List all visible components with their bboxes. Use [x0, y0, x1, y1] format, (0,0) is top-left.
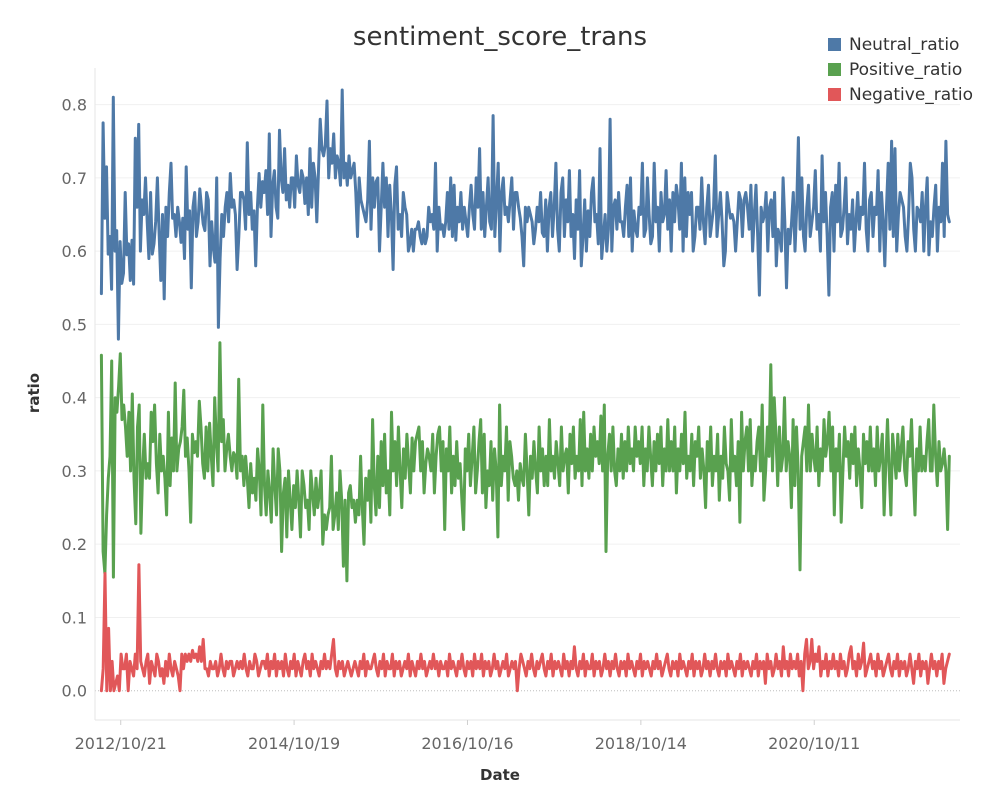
y-tick-label: 0.3 — [62, 462, 87, 481]
chart-title: sentiment_score_trans — [352, 22, 648, 52]
y-tick-label: 0.2 — [62, 535, 87, 554]
x-axis-title: Date — [480, 766, 520, 784]
y-tick-label: 0.8 — [62, 96, 87, 115]
legend-swatch-positive — [828, 63, 841, 76]
y-tick-label: 0.4 — [62, 389, 87, 408]
legend-item-positive[interactable]: Positive_ratio — [828, 57, 973, 82]
x-tick-label: 2016/10/16 — [421, 734, 513, 753]
legend-label-negative: Negative_ratio — [849, 84, 973, 105]
legend-swatch-neutral — [828, 38, 841, 51]
y-tick-label: 0.0 — [62, 682, 87, 701]
legend-item-negative[interactable]: Negative_ratio — [828, 82, 973, 107]
x-tick-label: 2012/10/21 — [75, 734, 167, 753]
legend-label-positive: Positive_ratio — [849, 59, 963, 80]
y-tick-label: 0.5 — [62, 315, 87, 334]
y-tick-label: 0.7 — [62, 169, 87, 188]
y-tick-label: 0.1 — [62, 608, 87, 627]
y-axis-title: ratio — [25, 372, 43, 414]
legend-swatch-negative — [828, 88, 841, 101]
legend-item-neutral[interactable]: Neutral_ratio — [828, 32, 973, 57]
legend: Neutral_ratio Positive_ratio Negative_ra… — [828, 32, 973, 107]
series-layer — [99, 88, 951, 693]
series-line-negative-ratio[interactable] — [99, 563, 951, 693]
x-tick-label: 2020/10/11 — [768, 734, 860, 753]
axes: 0.0 0.1 0.2 0.3 0.4 0.5 0.6 0.7 0.8 2012/10/21 201… — [62, 68, 960, 753]
x-tick-label: 2018/10/14 — [595, 734, 687, 753]
series-line-neutral-ratio[interactable] — [99, 88, 951, 341]
grid — [95, 104, 960, 692]
x-tick-label: 2014/10/19 — [248, 734, 340, 753]
series-line-positive-ratio[interactable] — [99, 341, 951, 583]
legend-label-neutral: Neutral_ratio — [849, 34, 960, 55]
y-tick-label: 0.6 — [62, 242, 87, 261]
